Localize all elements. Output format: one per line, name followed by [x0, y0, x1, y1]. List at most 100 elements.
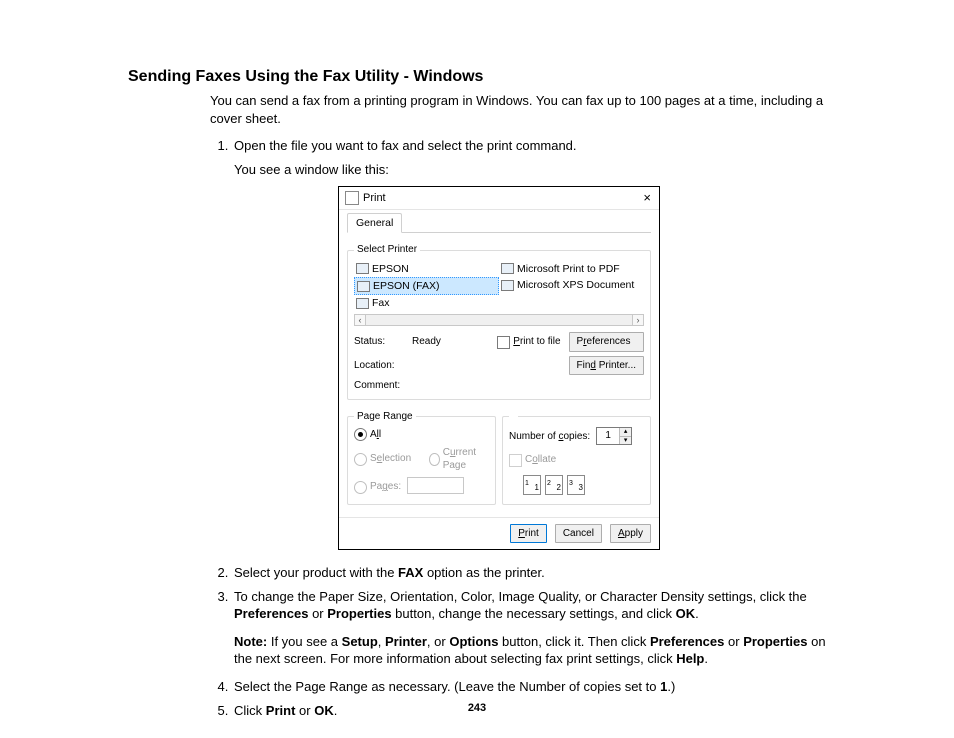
note-k: Properties — [743, 634, 807, 649]
comment-label: Comment: — [354, 379, 404, 393]
printer-item[interactable]: EPSON — [354, 261, 499, 277]
printer-list-left: EPSON EPSON (FAX) Fax — [354, 261, 499, 312]
location-label: Location: — [354, 359, 404, 373]
cancel-button[interactable]: Cancel — [555, 524, 602, 544]
step-1-text: Open the file you want to fax and select… — [234, 138, 577, 153]
copies-stepper[interactable]: 1 ▴▾ — [596, 427, 632, 445]
spin-up-icon[interactable]: ▴ — [619, 428, 631, 437]
printer-list-right: Microsoft Print to PDF Microsoft XPS Doc… — [499, 261, 644, 312]
printer-name: Microsoft Print to PDF — [517, 262, 620, 276]
checkbox-icon — [497, 336, 510, 349]
radio-selection-label: Selection — [370, 452, 411, 466]
spin-down-icon[interactable]: ▾ — [619, 437, 631, 445]
note-b: If you see a — [267, 634, 341, 649]
printer-name: Microsoft XPS Document — [517, 278, 634, 292]
note-m: Help — [676, 651, 704, 666]
note-f: , or — [427, 634, 449, 649]
collate-page-icon — [545, 475, 563, 495]
radio-all[interactable]: All — [354, 428, 381, 442]
printer-item[interactable]: Microsoft Print to PDF — [499, 261, 644, 277]
printer-item[interactable]: Fax — [354, 295, 499, 311]
scroll-right-icon[interactable]: › — [632, 314, 644, 326]
apply-button[interactable]: Apply — [610, 524, 651, 544]
step-3-note: Note: If you see a Setup, Printer, or Op… — [234, 633, 834, 668]
step-3-text-a: To change the Paper Size, Orientation, C… — [234, 589, 807, 604]
step-4-text-c: .) — [667, 679, 675, 694]
printer-icon — [501, 263, 514, 274]
note-g: Options — [449, 634, 498, 649]
radio-pages-label: Pages: — [370, 480, 401, 494]
select-printer-group: Select Printer EPSON EPSON (FAX) Fax Mic… — [347, 243, 651, 400]
printer-icon — [356, 263, 369, 274]
checkbox-icon — [509, 454, 522, 467]
scroll-track[interactable] — [366, 314, 632, 326]
step-3-bold-b: Preferences — [234, 606, 308, 621]
note-n: . — [704, 651, 708, 666]
copies-value: 1 — [597, 428, 619, 444]
printer-icon — [345, 191, 359, 205]
radio-current-page: Current Page — [429, 446, 489, 473]
printer-icon — [356, 298, 369, 309]
note-e: Printer — [385, 634, 427, 649]
dialog-button-row: Print Cancel Apply — [339, 517, 659, 550]
step-2-text-c: option as the printer. — [423, 565, 544, 580]
radio-current-label: Current Page — [443, 446, 489, 473]
note-d: , — [378, 634, 385, 649]
dialog-titlebar: Print × — [339, 187, 659, 210]
printer-name: Fax — [372, 296, 390, 310]
radio-pages: Pages: — [354, 480, 401, 494]
radio-icon — [429, 453, 440, 466]
print-button[interactable]: Print — [510, 524, 547, 544]
page-heading: Sending Faxes Using the Fax Utility - Wi… — [128, 68, 834, 86]
step-4: Select the Page Range as necessary. (Lea… — [232, 678, 834, 696]
radio-icon — [354, 453, 367, 466]
find-printer-button[interactable]: Find Printer... — [569, 356, 644, 376]
radio-all-label: All — [370, 428, 381, 442]
close-icon[interactable]: × — [641, 189, 653, 207]
printer-item[interactable]: Microsoft XPS Document — [499, 277, 644, 293]
print-to-file-checkbox[interactable]: Print to file — [497, 335, 560, 349]
collate-checkbox: Collate — [509, 453, 556, 467]
step-2-bold: FAX — [398, 565, 423, 580]
print-to-file-label: Print to file — [513, 335, 560, 349]
step-1: Open the file you want to fax and select… — [232, 137, 834, 550]
radio-selection: Selection — [354, 446, 411, 473]
step-3-bold-f: OK — [676, 606, 696, 621]
note-h: button, click it. Then click — [498, 634, 650, 649]
step-3: To change the Paper Size, Orientation, C… — [232, 588, 834, 668]
pages-input — [407, 477, 464, 494]
print-dialog: Print × General Select Printer EPSON — [338, 186, 660, 550]
intro-paragraph: You can send a fax from a printing progr… — [210, 92, 834, 127]
collate-page-icon — [523, 475, 541, 495]
collate-page-icon — [567, 475, 585, 495]
printer-name: EPSON (FAX) — [373, 279, 440, 293]
printer-item-selected[interactable]: EPSON (FAX) — [354, 277, 499, 295]
note-j: or — [724, 634, 743, 649]
page-range-group: Page Range All Selection Current Page Pa… — [347, 410, 496, 505]
step-3-text-c: or — [308, 606, 327, 621]
copies-group: . Number of copies: 1 ▴▾ Collate — [502, 410, 651, 505]
copies-label: Number of copies: — [509, 430, 590, 444]
select-printer-legend: Select Printer — [354, 243, 420, 257]
step-3-bold-d: Properties — [327, 606, 391, 621]
collate-diagram — [523, 475, 644, 495]
step-2: Select your product with the FAX option … — [232, 564, 834, 582]
printer-list-scrollbar[interactable]: ‹ › — [354, 314, 644, 326]
preferences-button[interactable]: Preferences — [569, 332, 644, 352]
step-3-text-g: . — [695, 606, 699, 621]
scroll-left-icon[interactable]: ‹ — [354, 314, 366, 326]
tab-general[interactable]: General — [347, 213, 402, 233]
steps-list: Open the file you want to fax and select… — [210, 137, 834, 719]
printer-name: EPSON — [372, 262, 409, 276]
note-label: Note: — [234, 634, 267, 649]
page-range-legend: Page Range — [354, 410, 416, 424]
page-number: 243 — [0, 702, 954, 714]
radio-icon — [354, 428, 367, 441]
collate-label: Collate — [525, 453, 556, 467]
step-1-sub: You see a window like this: — [234, 161, 834, 179]
note-c: Setup — [342, 634, 378, 649]
radio-icon — [354, 481, 367, 494]
status-label: Status: — [354, 335, 404, 349]
step-4-text-a: Select the Page Range as necessary. (Lea… — [234, 679, 660, 694]
printer-icon — [357, 281, 370, 292]
